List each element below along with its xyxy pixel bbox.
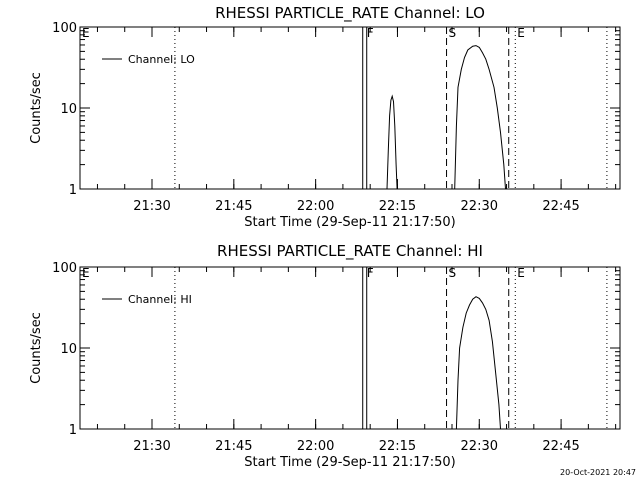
x-tick-label: 22:45 [542,439,579,454]
y-tick-label: 100 [52,261,77,276]
plot-timestamp: 20-Oct-2021 20:47 [560,468,636,477]
event-marker-label: E [82,26,90,40]
event-marker-label: F [367,266,374,280]
plot-frame [79,26,621,190]
y-tick-label: 1 [69,423,77,438]
event-marker-label: F [367,26,374,40]
y-tick-label: 100 [52,21,77,36]
x-axis-label: Start Time (29-Sep-11 21:17:50) [244,455,455,470]
legend-label: Channel: LO [128,53,195,66]
x-tick-label: 22:30 [461,199,498,214]
chart-title: RHESSI PARTICLE_RATE Channel: HI [217,242,483,261]
series-line [454,45,506,190]
event-marker-label: E [517,266,525,280]
x-tick-label: 22:15 [379,199,416,214]
x-tick-label: 22:00 [297,439,334,454]
x-tick-label: 21:45 [215,439,252,454]
event-marker-label: S [449,266,457,280]
y-tick-label: 1 [69,183,77,198]
event-marker-label: E [82,266,90,280]
y-axis-label: Counts/sec [29,312,44,384]
x-axis-label: Start Time (29-Sep-11 21:17:50) [244,215,455,230]
series-line [386,94,398,190]
plot-frame [79,266,621,430]
series-line [455,296,501,430]
x-tick-label: 22:45 [542,199,579,214]
y-axis-label: Counts/sec [29,72,44,144]
y-tick-label: 10 [60,342,77,357]
legend-label: Channel: HI [128,293,192,306]
x-tick-label: 21:30 [133,439,170,454]
chart-title: RHESSI PARTICLE_RATE Channel: LO [215,4,485,23]
event-marker-label: E [517,26,525,40]
event-marker-label: S [449,26,457,40]
x-tick-label: 22:15 [379,439,416,454]
x-tick-label: 22:30 [461,439,498,454]
chart-panel-1: RHESSI PARTICLE_RATE Channel: LO Start Ti… [29,4,621,230]
x-tick-label: 21:45 [215,199,252,214]
x-tick-label: 22:00 [297,199,334,214]
x-tick-label: 21:30 [133,199,170,214]
y-tick-label: 10 [60,102,77,117]
chart-panel-2: RHESSI PARTICLE_RATE Channel: HI Start Ti… [29,242,621,470]
